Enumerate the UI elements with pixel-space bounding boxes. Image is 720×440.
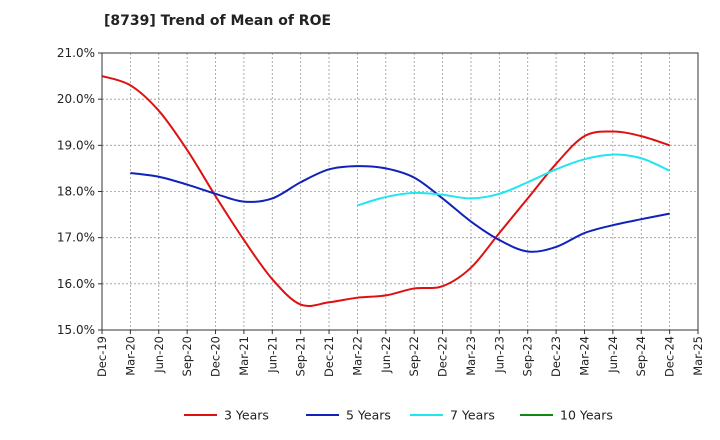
x-axis-ticks: Dec-19 Mar-20 Jun-20 Sep-20 Dec-20 Mar-21 Jun-… xyxy=(95,330,705,377)
legend: 3 Years 5 Years 7 Years 10 Years xyxy=(184,408,613,423)
x-tick-label: Sep-21 xyxy=(294,336,308,376)
x-tick-label: Jun-23 xyxy=(492,336,506,374)
x-tick-label: Mar-23 xyxy=(464,336,478,376)
legend-label: 3 Years xyxy=(224,408,269,423)
chart-title: [8739] Trend of Mean of ROE xyxy=(104,13,332,29)
legend-label: 7 Years xyxy=(450,408,495,423)
x-tick-label: Sep-22 xyxy=(407,336,421,376)
series-line-5-years xyxy=(130,165,670,253)
y-tick-label: 19.0% xyxy=(57,138,95,152)
series-line-3-years xyxy=(101,75,670,308)
y-tick-label: 16.0% xyxy=(57,277,95,291)
series-line-7-years xyxy=(357,153,671,207)
x-tick-label: Dec-19 xyxy=(95,336,109,377)
x-tick-label: Sep-23 xyxy=(521,336,535,376)
legend-label: 10 Years xyxy=(560,408,613,423)
y-axis-ticks: 15.0% 16.0% 17.0% 18.0% 19.0% 20.0% 21.0% xyxy=(57,46,102,337)
x-tick-label: Jun-21 xyxy=(265,336,279,374)
x-tick-label: Sep-20 xyxy=(180,336,194,376)
x-tick-label: Jun-24 xyxy=(606,336,620,374)
x-tick-label: Dec-20 xyxy=(209,336,223,377)
y-tick-label: 17.0% xyxy=(57,231,95,245)
x-tick-label: Dec-24 xyxy=(663,336,677,377)
x-tick-label: Mar-25 xyxy=(691,336,705,376)
x-tick-label: Dec-21 xyxy=(322,336,336,377)
plot-frame xyxy=(101,52,699,331)
x-tick-label: Mar-22 xyxy=(350,336,364,376)
x-tick-label: Jun-22 xyxy=(379,336,393,374)
x-tick-label: Mar-24 xyxy=(577,336,591,376)
y-tick-label: 15.0% xyxy=(57,323,95,337)
x-tick-label: Dec-23 xyxy=(549,336,563,377)
y-tick-label: 21.0% xyxy=(57,46,95,60)
x-tick-label: Mar-21 xyxy=(237,336,251,376)
legend-label: 5 Years xyxy=(346,408,391,423)
x-tick-label: Mar-20 xyxy=(123,336,137,376)
x-tick-label: Dec-22 xyxy=(436,336,450,377)
x-tick-label: Sep-24 xyxy=(634,336,648,376)
series-lines xyxy=(101,75,671,308)
y-tick-label: 18.0% xyxy=(57,185,95,199)
x-tick-label: Jun-20 xyxy=(152,336,166,374)
y-tick-label: 20.0% xyxy=(57,92,95,106)
grid-lines xyxy=(102,53,698,330)
